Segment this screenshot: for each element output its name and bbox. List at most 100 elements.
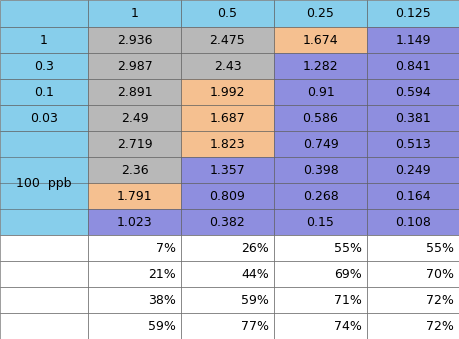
- Text: 55%: 55%: [426, 241, 454, 255]
- Text: 72%: 72%: [426, 294, 454, 306]
- Text: 26%: 26%: [241, 241, 269, 255]
- Bar: [88, 157, 181, 183]
- Text: 2.936: 2.936: [117, 34, 152, 46]
- Text: 59%: 59%: [241, 294, 269, 306]
- Bar: [274, 105, 367, 131]
- Bar: [181, 209, 274, 235]
- Bar: [367, 287, 459, 313]
- Bar: [88, 313, 181, 339]
- Bar: [274, 287, 367, 313]
- Bar: [88, 79, 181, 105]
- Bar: [181, 183, 274, 209]
- Bar: [181, 287, 274, 313]
- Bar: [367, 0, 459, 27]
- Bar: [274, 183, 367, 209]
- Bar: [181, 27, 274, 53]
- Text: 74%: 74%: [334, 319, 362, 333]
- Text: 0.164: 0.164: [395, 190, 431, 202]
- Bar: [0, 287, 88, 313]
- Text: 1.791: 1.791: [117, 190, 152, 202]
- Bar: [367, 209, 459, 235]
- Bar: [88, 183, 181, 209]
- Bar: [0, 131, 88, 235]
- Text: 1.992: 1.992: [210, 85, 245, 99]
- Bar: [88, 27, 181, 53]
- Bar: [88, 53, 181, 79]
- Text: 1: 1: [40, 34, 48, 46]
- Text: 1.023: 1.023: [117, 216, 152, 228]
- Text: 0.749: 0.749: [302, 138, 338, 151]
- Bar: [88, 235, 181, 261]
- Text: 77%: 77%: [241, 319, 269, 333]
- Text: 21%: 21%: [148, 267, 176, 280]
- Text: 38%: 38%: [148, 294, 176, 306]
- Bar: [181, 53, 274, 79]
- Bar: [181, 313, 274, 339]
- Text: 70%: 70%: [426, 267, 454, 280]
- Text: 0.381: 0.381: [395, 112, 431, 124]
- Text: 1.687: 1.687: [210, 112, 246, 124]
- Text: 1.674: 1.674: [302, 34, 338, 46]
- Bar: [274, 131, 367, 157]
- Bar: [274, 53, 367, 79]
- Text: 1.357: 1.357: [210, 163, 246, 177]
- Text: 1.282: 1.282: [302, 60, 338, 73]
- Bar: [274, 157, 367, 183]
- Text: 2.49: 2.49: [121, 112, 148, 124]
- Text: 0.91: 0.91: [307, 85, 334, 99]
- Text: 0.108: 0.108: [395, 216, 431, 228]
- Bar: [181, 157, 274, 183]
- Bar: [0, 105, 88, 131]
- Bar: [88, 261, 181, 287]
- Text: 0.268: 0.268: [302, 190, 338, 202]
- Text: 0.382: 0.382: [210, 216, 246, 228]
- Bar: [88, 131, 181, 157]
- Text: 1: 1: [130, 7, 139, 20]
- Bar: [274, 0, 367, 27]
- Bar: [367, 105, 459, 131]
- Bar: [0, 27, 88, 53]
- Text: 0.1: 0.1: [34, 85, 54, 99]
- Text: 69%: 69%: [334, 267, 362, 280]
- Bar: [88, 287, 181, 313]
- Bar: [181, 261, 274, 287]
- Bar: [274, 209, 367, 235]
- Text: 0.03: 0.03: [30, 112, 58, 124]
- Bar: [274, 235, 367, 261]
- Text: 2.43: 2.43: [214, 60, 241, 73]
- Text: 2.475: 2.475: [210, 34, 246, 46]
- Bar: [367, 183, 459, 209]
- Bar: [0, 53, 88, 79]
- Bar: [367, 53, 459, 79]
- Bar: [181, 79, 274, 105]
- Bar: [274, 27, 367, 53]
- Bar: [274, 261, 367, 287]
- Bar: [367, 157, 459, 183]
- Text: 0.15: 0.15: [307, 216, 335, 228]
- Text: 2.891: 2.891: [117, 85, 152, 99]
- Bar: [0, 313, 88, 339]
- Text: 0.398: 0.398: [302, 163, 338, 177]
- Bar: [88, 105, 181, 131]
- Text: 59%: 59%: [148, 319, 176, 333]
- Bar: [181, 0, 274, 27]
- Text: 0.3: 0.3: [34, 60, 54, 73]
- Bar: [367, 235, 459, 261]
- Text: 1.823: 1.823: [210, 138, 245, 151]
- Bar: [181, 105, 274, 131]
- Bar: [367, 261, 459, 287]
- Text: 0.513: 0.513: [395, 138, 431, 151]
- Bar: [367, 313, 459, 339]
- Bar: [0, 79, 88, 105]
- Text: 0.809: 0.809: [210, 190, 246, 202]
- Text: 0.249: 0.249: [395, 163, 431, 177]
- Bar: [181, 131, 274, 157]
- Text: 2.36: 2.36: [121, 163, 148, 177]
- Text: 2.719: 2.719: [117, 138, 152, 151]
- Text: 72%: 72%: [426, 319, 454, 333]
- Bar: [274, 79, 367, 105]
- Text: 0.594: 0.594: [395, 85, 431, 99]
- Text: 7%: 7%: [156, 241, 176, 255]
- Bar: [88, 209, 181, 235]
- Text: 0.5: 0.5: [218, 7, 237, 20]
